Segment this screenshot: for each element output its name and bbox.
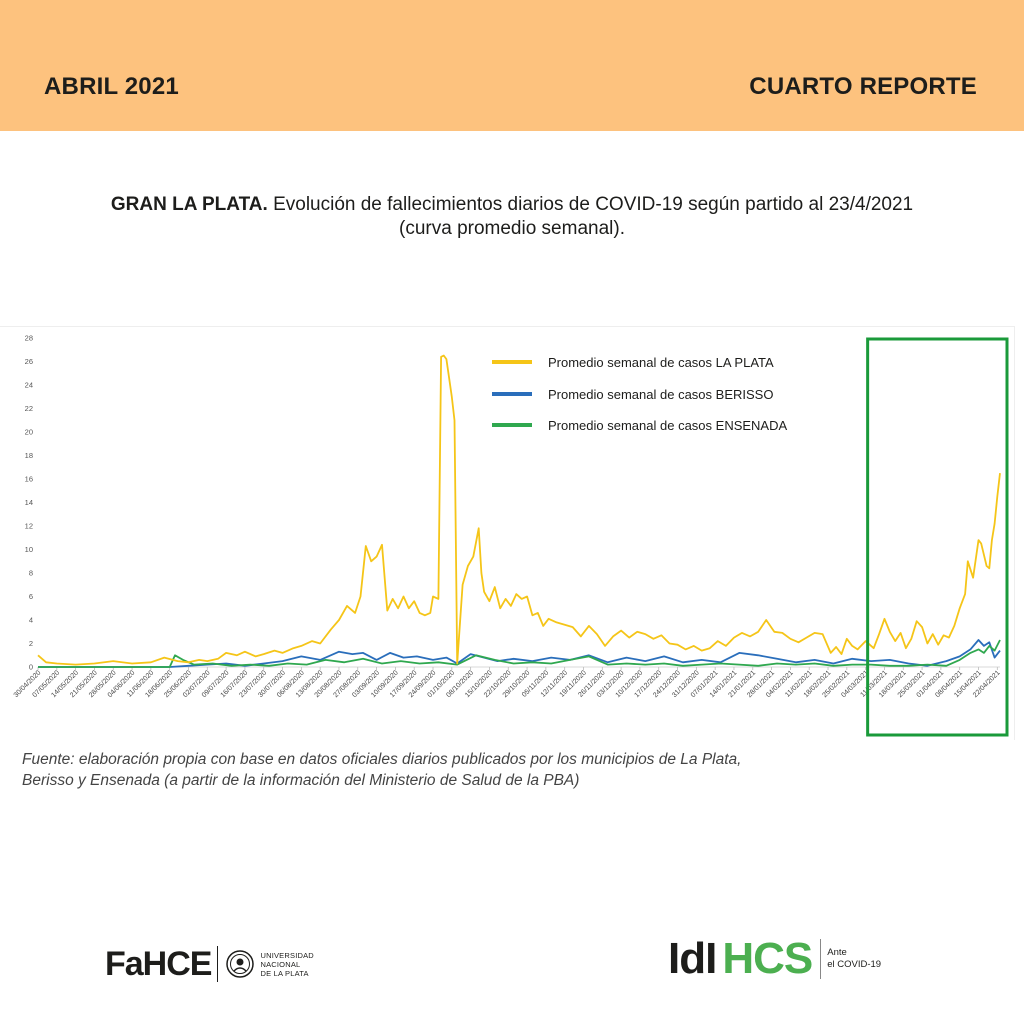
series-line-ensenada (38, 639, 1001, 668)
y-tick-label: 20 (25, 428, 33, 437)
idihcs-logo: IdI HCS Ante el COVID-19 (668, 934, 881, 984)
chart-frame (0, 326, 1015, 740)
line-chart: 024681012141618202224262830/04/202007/05… (13, 334, 1009, 737)
report-month: ABRIL 2021 (44, 73, 179, 100)
y-tick-label: 10 (25, 545, 33, 554)
y-tick-label: 4 (29, 616, 33, 625)
y-tick-label: 16 (25, 475, 33, 484)
idihcs-divider (820, 939, 822, 979)
y-tick-label: 2 (29, 639, 33, 648)
source-note: Fuente: elaboración propia con base en d… (22, 749, 842, 791)
source-line1: Fuente: elaboración propia con base en d… (22, 751, 742, 768)
title-text: Evolución de fallecimientos diarios de C… (267, 194, 914, 215)
report-number: CUARTO REPORTE (749, 73, 977, 100)
series-line-la-plata (37, 354, 1001, 666)
y-tick-label: 12 (25, 522, 33, 531)
y-tick-label: 8 (29, 569, 33, 578)
source-line2: Berisso y Ensenada (a partir de la infor… (22, 772, 580, 789)
title-bold: GRAN LA PLATA. (110, 194, 268, 215)
unlp-seal-icon (226, 950, 255, 978)
legend-label-la-plata: Promedio semanal de casos LA PLATA (548, 355, 774, 370)
chart-title: GRAN LA PLATA. Evolución de fallecimient… (40, 193, 984, 241)
fahce-logo: FaHCE UNIVERSIDAD NACIONAL DE LA PLATA (105, 944, 314, 984)
y-tick-label: 14 (25, 498, 33, 507)
y-tick-label: 24 (25, 381, 33, 390)
unlp-text: UNIVERSIDAD NACIONAL DE LA PLATA (260, 951, 313, 978)
header-band (0, 0, 1024, 131)
highlight-box (866, 337, 1009, 737)
unlp-line2: NACIONAL (260, 959, 301, 969)
fahce-divider (217, 946, 219, 982)
hcs-wordmark: HCS (722, 934, 813, 983)
idi-wordmark: IdI (668, 934, 717, 983)
y-tick-label: 0 (29, 663, 33, 672)
legend-label-berisso: Promedio semanal de casos BERISSO (548, 387, 773, 402)
fahce-wordmark: FaHCE (105, 944, 212, 983)
y-tick-label: 6 (29, 592, 33, 601)
ante-line1: Ante (827, 947, 847, 958)
y-tick-label: 28 (25, 334, 33, 343)
title-line2: (curva promedio semanal). (399, 218, 625, 239)
unlp-line1: UNIVERSIDAD (260, 950, 314, 960)
y-tick-label: 22 (25, 404, 33, 413)
y-tick-label: 26 (25, 357, 33, 366)
ante-covid-text: Ante el COVID-19 (827, 947, 881, 971)
ante-line2: el COVID-19 (827, 959, 882, 970)
unlp-line3: DE LA PLATA (260, 968, 309, 978)
y-tick-label: 18 (25, 451, 33, 460)
legend-label-ensenada: Promedio semanal de casos ENSENADA (548, 418, 787, 433)
